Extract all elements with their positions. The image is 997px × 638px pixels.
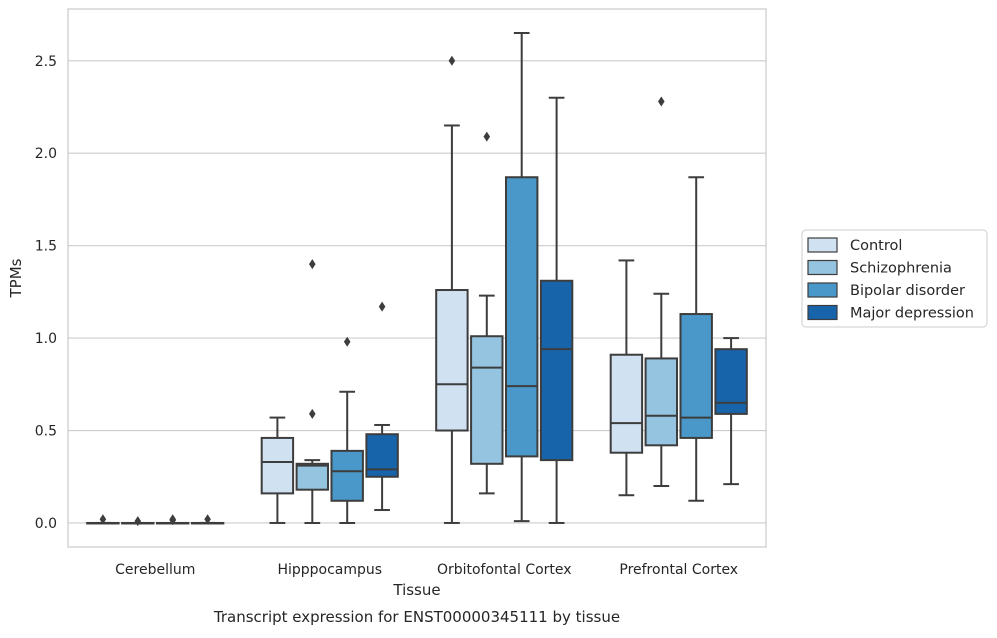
legend: Control Schizophrenia Bipolar disorder Majo…: [801, 229, 988, 328]
y-tick-label: 2.5: [35, 54, 57, 70]
box-layer: [86, 32, 748, 527]
box-0-1: [121, 516, 155, 527]
box-1-3: [365, 301, 399, 512]
x-tick-label: Prefrontal Cortex: [619, 562, 738, 578]
legend-swatch: [807, 282, 838, 298]
legend-swatch: [807, 259, 838, 276]
y-axis-title: TPMs: [7, 258, 25, 298]
legend-label: Schizophrenia: [850, 261, 952, 277]
y-tick-label: 1.5: [35, 239, 57, 255]
outlier-point: [483, 131, 491, 142]
box-1-0: [260, 416, 295, 524]
y-tick-labels: 0.0 0.5 1.0 1.5 2.0 2.5: [35, 54, 57, 532]
y-tick-label: 2.0: [35, 146, 57, 162]
box-2-2: [504, 32, 539, 523]
outlier-point: [169, 515, 176, 526]
grid-layer: [68, 60, 766, 524]
box-2-1: [470, 131, 504, 495]
box-body: [504, 176, 539, 458]
box-2-0: [435, 55, 469, 524]
legend-swatch: [807, 237, 838, 253]
box-2-3: [539, 96, 574, 524]
outlier-point: [448, 55, 456, 66]
outlier-point: [378, 301, 386, 312]
y-tick-label: 0.5: [35, 424, 57, 440]
legend-label: Major depression: [850, 306, 974, 322]
y-tick-label: 1.0: [35, 331, 57, 347]
box-body: [679, 313, 713, 439]
outlier-point: [658, 96, 665, 107]
box-body: [644, 357, 679, 447]
box-0-0: [86, 514, 120, 525]
x-tick-label: Hipppocampus: [277, 562, 382, 578]
box-0-3: [190, 514, 225, 525]
box-body: [714, 348, 748, 415]
box-body: [330, 449, 364, 502]
outlier-point: [204, 514, 211, 525]
box-body: [295, 462, 330, 491]
box-body: [435, 289, 469, 432]
box-body: [609, 353, 644, 454]
box-1-1: [295, 259, 330, 524]
legend-label: Bipolar disorder: [850, 283, 965, 299]
y-tick-label: 0.0: [35, 516, 57, 532]
box-body: [539, 279, 574, 462]
box-3-1: [644, 96, 679, 487]
box-body: [260, 436, 295, 495]
legend-swatch: [807, 304, 838, 321]
legend-label: Control: [850, 238, 902, 254]
outlier-point: [99, 514, 107, 525]
outlier-point: [309, 408, 316, 419]
x-tick-label: Cerebellum: [115, 562, 195, 578]
plot-frame: [67, 8, 767, 548]
legend-frame: [801, 229, 988, 328]
box-0-2: [155, 514, 190, 526]
box-body: [365, 433, 399, 478]
box-3-3: [714, 337, 748, 486]
x-tick-label: Orbitofontal Cortex: [437, 562, 572, 578]
outlier-point: [343, 336, 351, 347]
box-body: [470, 335, 504, 465]
x-tick-labels: Cerebellum Hipppocampus Orbitofontal Corte…: [115, 562, 738, 578]
chart-title: Transcript expression for ENST0000034511…: [213, 608, 620, 626]
outlier-point: [134, 516, 142, 527]
box-3-0: [609, 259, 644, 497]
box-1-2: [330, 336, 364, 524]
box-3-2: [679, 176, 713, 502]
x-axis-title: Tissue: [392, 581, 440, 599]
outlier-point: [309, 259, 316, 270]
